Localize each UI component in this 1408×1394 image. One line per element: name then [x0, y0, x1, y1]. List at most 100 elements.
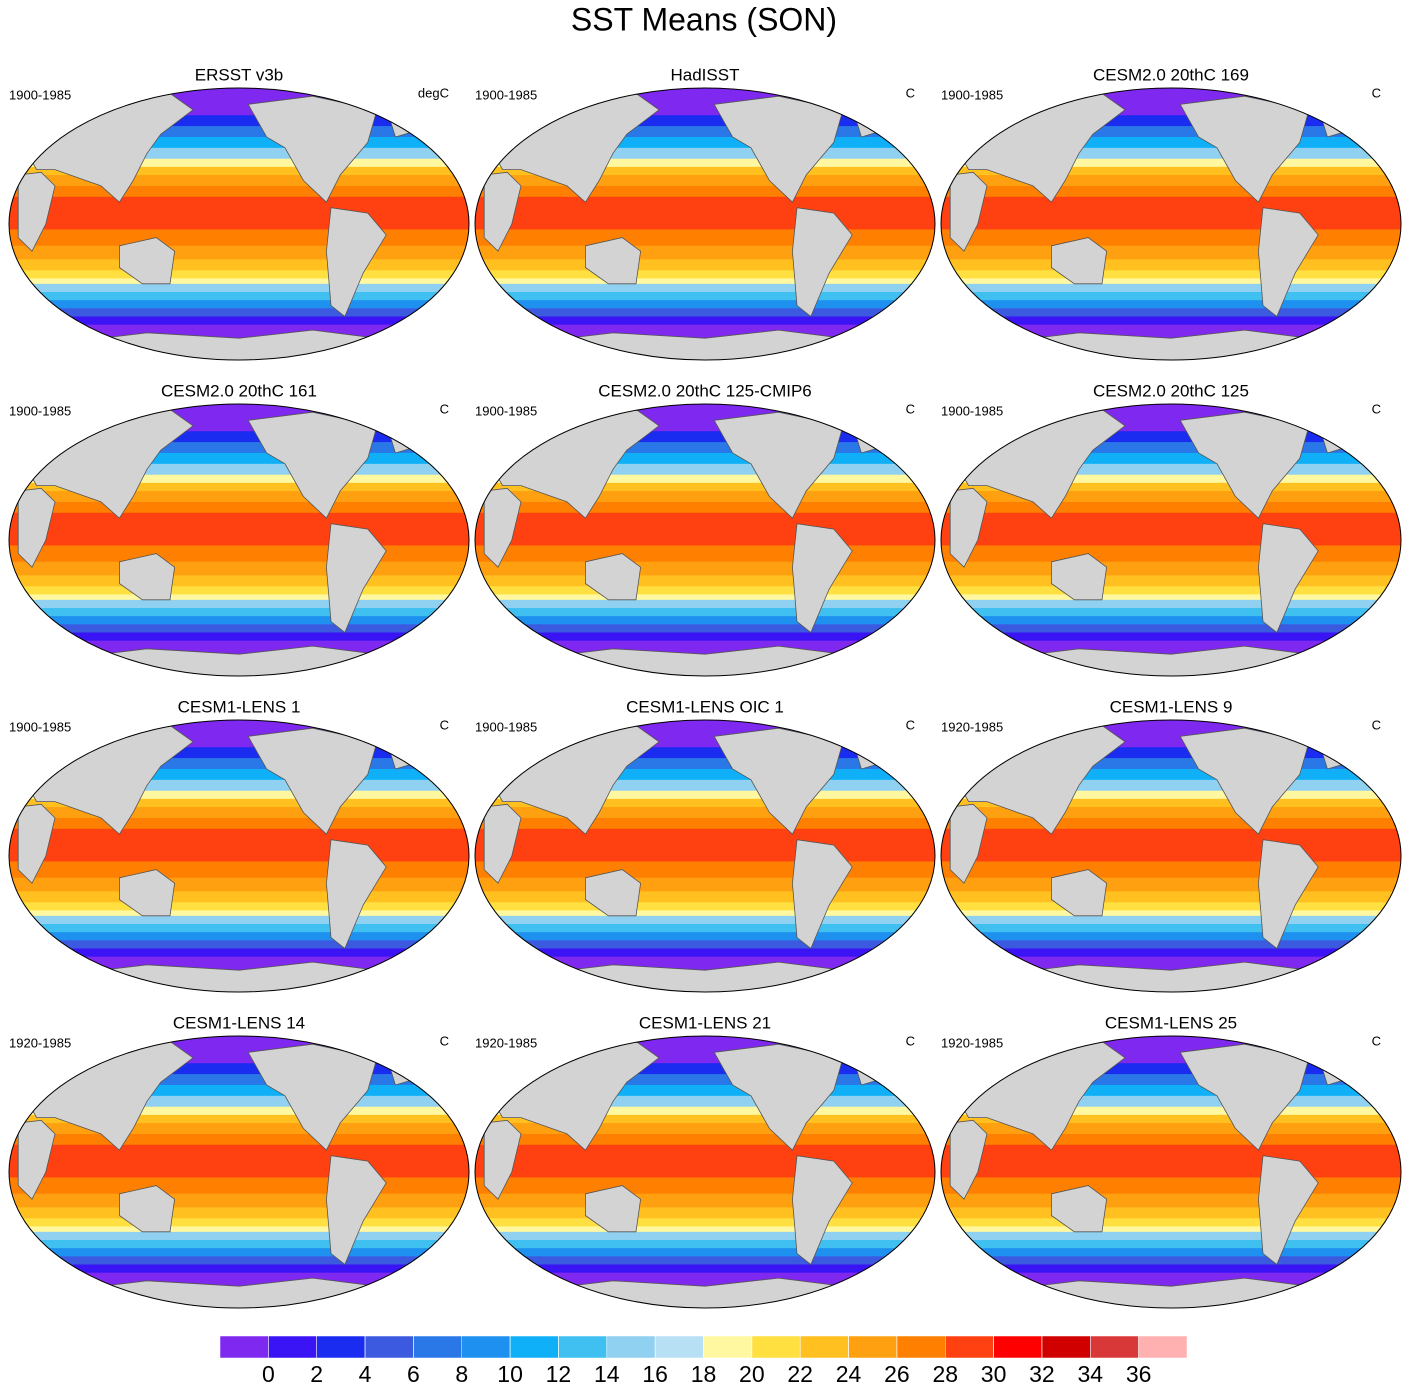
- sst-band: [9, 932, 469, 942]
- sst-band: [941, 1084, 1401, 1097]
- land: [1051, 1185, 1108, 1233]
- sst-band: [941, 616, 1401, 626]
- land: [325, 1155, 387, 1266]
- sst-band: [9, 632, 469, 642]
- colorbar-label: 8: [455, 1361, 468, 1387]
- sst-band: [475, 545, 935, 563]
- sst-band: [475, 292, 935, 302]
- sst-band: [475, 1133, 935, 1146]
- sst-band: [941, 292, 1401, 302]
- sst-band: [475, 747, 935, 760]
- colorbar-label: 34: [1078, 1361, 1104, 1387]
- sst-band: [475, 720, 935, 749]
- colorbar-label: 24: [836, 1361, 862, 1387]
- sst-band: [475, 1106, 935, 1116]
- land: [949, 171, 988, 252]
- sst-band: [475, 877, 935, 893]
- sst-band: [475, 229, 935, 247]
- colorbar-box: [413, 1335, 462, 1359]
- sst-band: [9, 891, 469, 904]
- sst-band: [941, 512, 1401, 547]
- sst-band: [475, 136, 935, 149]
- sst-band: [9, 270, 469, 280]
- sst-band: [9, 575, 469, 588]
- sst-band: [9, 115, 469, 128]
- land: [17, 487, 56, 568]
- colorbar-box: [1041, 1335, 1091, 1359]
- sst-band: [9, 902, 469, 912]
- panel-units: C: [906, 717, 915, 732]
- sst-band: [941, 185, 1401, 198]
- sst-band: [9, 283, 469, 293]
- sst-band: [9, 491, 469, 503]
- land: [1257, 207, 1319, 318]
- map-panel: CESM1-LENS 25 1920-1985 C: [940, 1013, 1402, 1309]
- sst-band: [9, 1193, 469, 1209]
- land: [483, 487, 522, 568]
- colorbar-box: [848, 1335, 898, 1359]
- sst-band: [475, 1231, 935, 1241]
- sst-band: [941, 474, 1401, 484]
- map-panel: CESM2.0 20thC 125-CMIP6 1900-1985 C: [474, 381, 936, 677]
- colorbar-box: [219, 1335, 269, 1359]
- sst-band: [9, 259, 469, 272]
- sst-band: [475, 1193, 935, 1209]
- colorbar-label: 16: [642, 1361, 668, 1387]
- colorbar-box: [799, 1335, 849, 1359]
- map-panel: CESM2.0 20thC 169 1900-1985 C: [940, 65, 1402, 361]
- sst-band: [941, 779, 1401, 792]
- panel-units: C: [1372, 401, 1381, 416]
- sst-band: [9, 308, 469, 318]
- land: [483, 803, 522, 884]
- sst-band: [9, 616, 469, 626]
- sst-band: [475, 1226, 935, 1233]
- map-border: [474, 87, 936, 361]
- map-border: [8, 719, 470, 993]
- colorbar-box: [461, 1335, 511, 1359]
- sst-band: [475, 798, 935, 809]
- land: [791, 1155, 853, 1266]
- panel-units: C: [440, 401, 449, 416]
- sst-band: [475, 948, 935, 958]
- map-field: [475, 404, 935, 676]
- sst-band: [9, 158, 469, 168]
- map-panel: CESM1-LENS OIC 1 1900-1985 C: [474, 697, 936, 993]
- sst-band: [941, 229, 1401, 247]
- sst-band: [475, 1114, 935, 1125]
- map-border: [8, 1035, 470, 1309]
- colorbar-label: 30: [981, 1361, 1007, 1387]
- panel-title: CESM1-LENS 14: [173, 1013, 305, 1032]
- sst-band: [475, 1240, 935, 1250]
- sst-band: [475, 196, 935, 231]
- colorbar-box: [751, 1335, 801, 1359]
- map-border: [8, 87, 470, 361]
- map-panel: CESM1-LENS 14 1920-1985 C: [8, 1013, 470, 1309]
- land: [1257, 839, 1319, 950]
- land: [585, 237, 642, 285]
- colorbar-box: [558, 1335, 608, 1359]
- sst-band: [941, 561, 1401, 577]
- land: [791, 839, 853, 950]
- map-field: [475, 720, 935, 992]
- sst-band: [475, 616, 935, 626]
- panel-period: 1900-1985: [9, 87, 71, 102]
- panel-units: C: [440, 1033, 449, 1048]
- sst-band: [9, 910, 469, 917]
- sst-band: [941, 798, 1401, 809]
- map-panel: CESM1-LENS 9 1920-1985 C: [940, 697, 1402, 993]
- sst-band: [475, 1074, 935, 1086]
- land: [949, 803, 988, 884]
- panel-period: 1920-1985: [475, 1035, 537, 1050]
- sst-band: [9, 1240, 469, 1250]
- map-field: [941, 404, 1401, 676]
- colorbar-label: 0: [262, 1361, 275, 1387]
- sst-band: [941, 932, 1401, 942]
- sst-band: [941, 1256, 1401, 1266]
- sst-band: [941, 196, 1401, 231]
- panel-title: CESM1-LENS 25: [1105, 1013, 1237, 1032]
- sst-band: [941, 283, 1401, 293]
- sst-band: [475, 431, 935, 444]
- sst-band: [475, 166, 935, 177]
- sst-band: [9, 720, 469, 749]
- sst-band: [475, 624, 935, 634]
